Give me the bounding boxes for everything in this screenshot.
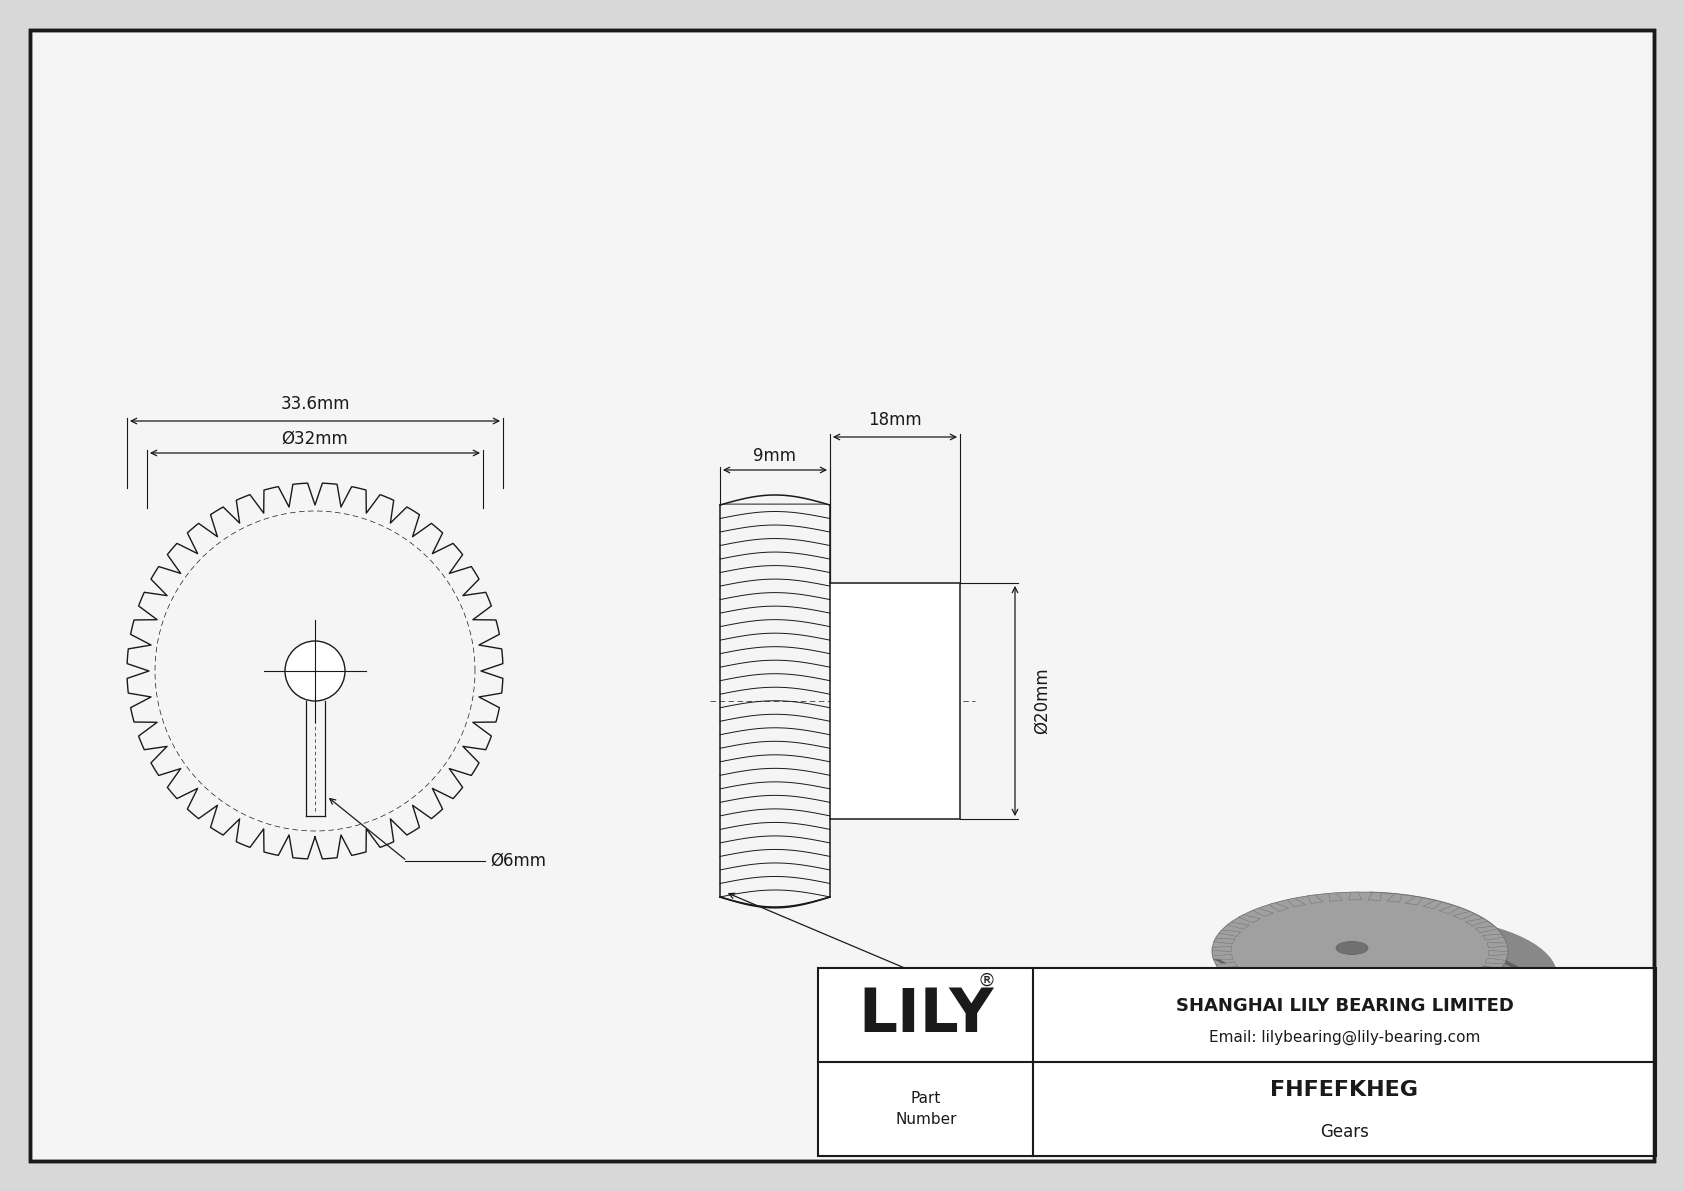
Polygon shape (1445, 998, 1499, 1024)
Polygon shape (1431, 991, 1452, 999)
Polygon shape (1319, 999, 1332, 1009)
Polygon shape (1453, 911, 1475, 919)
Polygon shape (1362, 1010, 1418, 1035)
Polygon shape (1485, 958, 1505, 964)
Polygon shape (1406, 897, 1423, 905)
Polygon shape (1212, 954, 1233, 959)
Polygon shape (1384, 1009, 1440, 1034)
Polygon shape (1487, 943, 1507, 948)
Polygon shape (1475, 927, 1497, 933)
Polygon shape (1212, 956, 1261, 984)
Text: Email: lilybearing@lily-bearing.com: Email: lilybearing@lily-bearing.com (1209, 1030, 1480, 1046)
Polygon shape (1261, 989, 1282, 997)
Polygon shape (1223, 973, 1275, 1000)
Polygon shape (1505, 960, 1554, 989)
Polygon shape (1378, 1000, 1391, 1009)
Polygon shape (1329, 893, 1342, 902)
Polygon shape (1482, 934, 1504, 940)
Text: 33.6mm: 33.6mm (280, 395, 350, 413)
Polygon shape (1477, 985, 1529, 1012)
Text: Ø6mm: Ø6mm (490, 852, 546, 869)
Polygon shape (1246, 983, 1266, 991)
Ellipse shape (1212, 892, 1507, 1010)
Polygon shape (1423, 900, 1442, 909)
Polygon shape (1367, 892, 1381, 900)
Polygon shape (1470, 973, 1492, 980)
Polygon shape (1228, 922, 1250, 929)
Polygon shape (1460, 979, 1482, 987)
Polygon shape (1369, 892, 1556, 1035)
Polygon shape (1479, 966, 1500, 972)
Polygon shape (1465, 918, 1487, 925)
Polygon shape (1415, 994, 1433, 1004)
Text: ®: ® (977, 972, 995, 990)
Polygon shape (1447, 985, 1467, 993)
Text: 9mm: 9mm (753, 447, 797, 464)
Polygon shape (1233, 981, 1285, 1009)
Text: Part
Number: Part Number (896, 1091, 957, 1127)
Polygon shape (1406, 1006, 1460, 1031)
Polygon shape (1359, 1002, 1371, 1010)
Text: Gears: Gears (1320, 1123, 1369, 1141)
Polygon shape (1246, 989, 1298, 1015)
Text: 18mm: 18mm (869, 411, 921, 429)
Polygon shape (1253, 909, 1273, 917)
Polygon shape (1219, 930, 1241, 936)
Ellipse shape (1335, 942, 1367, 954)
Polygon shape (1278, 1000, 1332, 1027)
Polygon shape (1214, 939, 1234, 944)
Bar (830, 584, 960, 819)
Polygon shape (1216, 965, 1266, 992)
Bar (818, 968, 1655, 1156)
Text: Ø32mm: Ø32mm (281, 430, 349, 448)
Text: SHANGHAI LILY BEARING LIMITED: SHANGHAI LILY BEARING LIMITED (1175, 997, 1514, 1015)
Polygon shape (1216, 962, 1238, 967)
Text: LILY: LILY (859, 985, 994, 1045)
Polygon shape (1233, 977, 1255, 984)
Polygon shape (1462, 992, 1516, 1018)
Text: FHFEFKHEG: FHFEFKHEG (1270, 1080, 1418, 1100)
Polygon shape (1288, 898, 1305, 906)
Polygon shape (1339, 1002, 1352, 1010)
Polygon shape (1440, 905, 1460, 913)
Polygon shape (1499, 969, 1549, 997)
Polygon shape (1396, 998, 1413, 1008)
Polygon shape (1239, 915, 1260, 923)
Text: Ø20mm: Ø20mm (1032, 668, 1051, 735)
Polygon shape (1307, 894, 1324, 904)
Text: Number of Teeth:40: Number of Teeth:40 (729, 893, 1026, 993)
Polygon shape (1297, 997, 1315, 1005)
Polygon shape (1270, 903, 1288, 911)
Polygon shape (1261, 994, 1315, 1021)
Polygon shape (1297, 1004, 1352, 1030)
Circle shape (285, 641, 345, 701)
Polygon shape (1349, 892, 1362, 900)
Polygon shape (1426, 1003, 1480, 1028)
Polygon shape (1319, 1008, 1374, 1033)
Polygon shape (1340, 1009, 1396, 1034)
Polygon shape (1212, 947, 1231, 952)
Ellipse shape (1260, 917, 1556, 1035)
Polygon shape (1388, 893, 1401, 903)
Polygon shape (1223, 969, 1244, 975)
Polygon shape (1489, 950, 1507, 955)
Polygon shape (1489, 977, 1541, 1004)
Polygon shape (1278, 993, 1297, 1002)
